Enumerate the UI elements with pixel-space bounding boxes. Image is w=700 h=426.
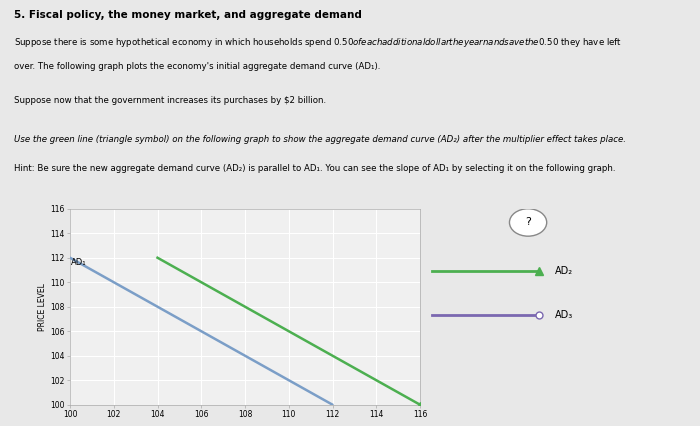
Text: Suppose there is some hypothetical economy in which households spend $0.50 of ea: Suppose there is some hypothetical econo…: [14, 36, 622, 49]
Text: AD₃: AD₃: [554, 310, 573, 320]
Text: Hint: Be sure the new aggregate demand curve (AD₂) is parallel to AD₁. You can s: Hint: Be sure the new aggregate demand c…: [14, 164, 615, 173]
Circle shape: [510, 209, 547, 236]
Text: Suppose now that the government increases its purchases by $2 billion.: Suppose now that the government increase…: [14, 96, 326, 105]
Text: 5. Fiscal policy, the money market, and aggregate demand: 5. Fiscal policy, the money market, and …: [14, 10, 362, 20]
Text: AD₂: AD₂: [554, 266, 573, 276]
Text: ?: ?: [525, 217, 531, 227]
Text: AD₁: AD₁: [71, 258, 87, 268]
Text: over. The following graph plots the economy's initial aggregate demand curve (AD: over. The following graph plots the econ…: [14, 62, 380, 71]
Text: Use the green line (triangle symbol) on the following graph to show the aggregat: Use the green line (triangle symbol) on …: [14, 135, 626, 144]
Y-axis label: PRICE LEVEL: PRICE LEVEL: [38, 283, 47, 331]
